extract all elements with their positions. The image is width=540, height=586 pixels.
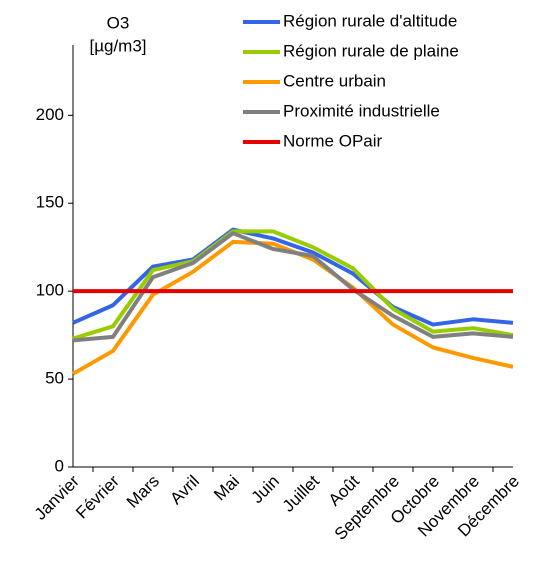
- x-tick-label: Avril: [166, 472, 203, 509]
- x-tick-label: Juillet: [279, 471, 323, 515]
- series-line: [72, 227, 514, 327]
- y-tick-label: 0: [55, 456, 64, 475]
- y-axis-label: O3: [107, 13, 130, 32]
- y-tick-label: 100: [36, 281, 64, 300]
- legend-label: Norme OPair: [283, 131, 383, 150]
- x-tick-label: Janvier: [31, 471, 83, 523]
- series-line: [72, 231, 514, 343]
- legend-label: Centre urbain: [283, 71, 386, 90]
- legend-label: Proximité industrielle: [283, 101, 440, 120]
- legend-label: Région rurale d'altitude: [283, 11, 457, 30]
- x-tick-label: Mars: [123, 472, 163, 512]
- series-line: [72, 239, 514, 376]
- y-axis-label: [µg/m3]: [89, 36, 146, 55]
- y-tick-label: 200: [36, 105, 64, 124]
- y-tick-label: 50: [45, 369, 64, 388]
- y-tick-label: 150: [36, 193, 64, 212]
- series-line: [72, 229, 514, 341]
- legend-label: Région rurale de plaine: [283, 41, 459, 60]
- x-tick-label: Février: [72, 471, 123, 522]
- x-tick-label: Mai: [210, 472, 243, 505]
- x-tick-label: Juin: [248, 472, 283, 507]
